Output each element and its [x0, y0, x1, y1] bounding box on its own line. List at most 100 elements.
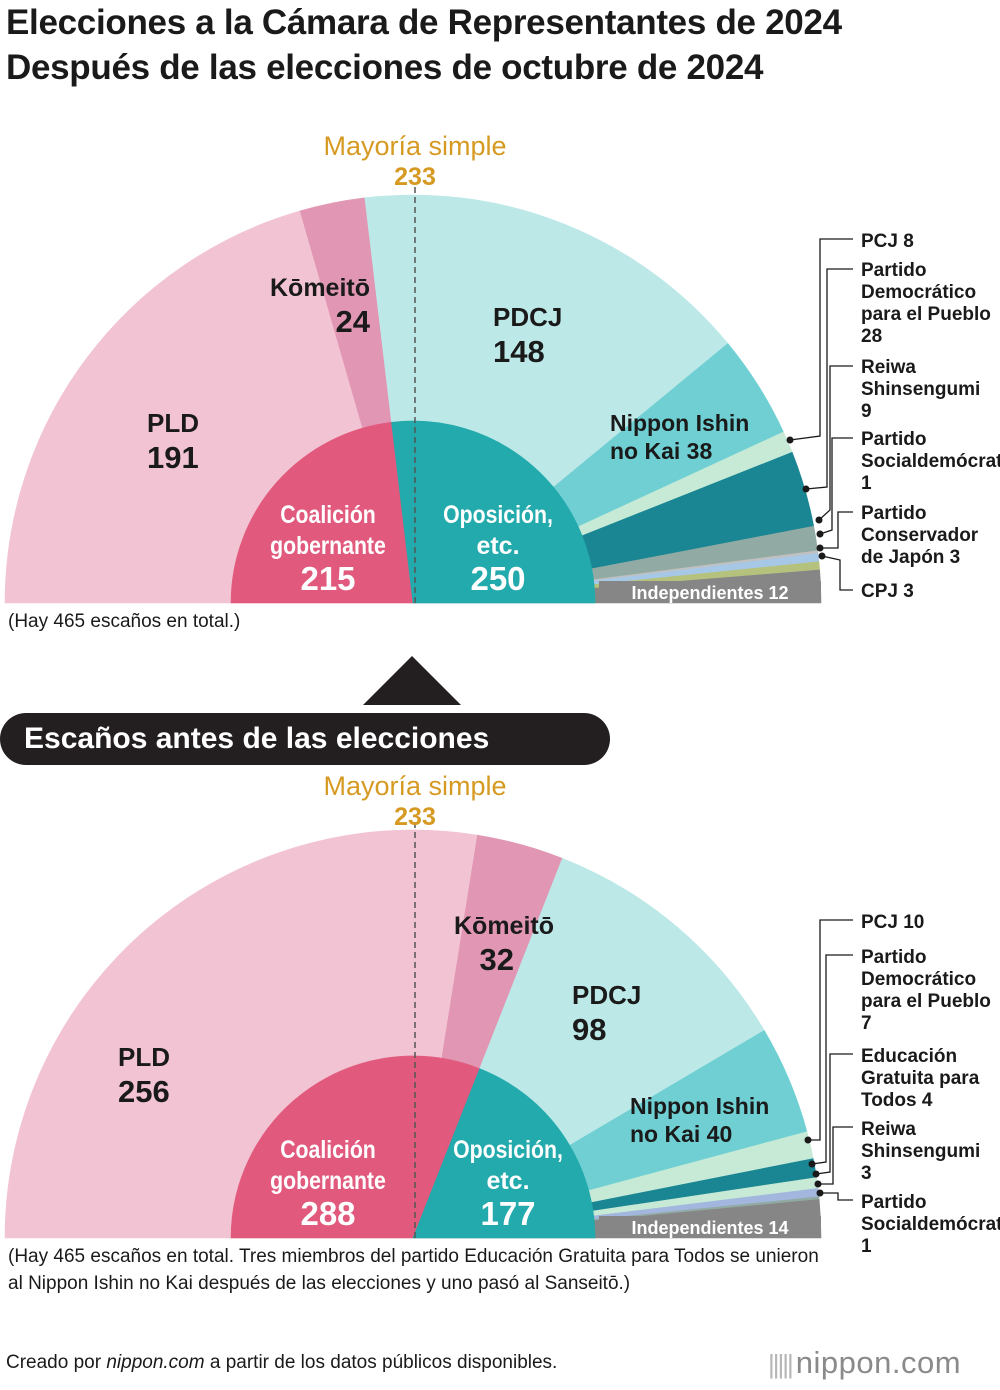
logo-text: nippon.com [795, 1345, 962, 1380]
after-callout-dot-2 [802, 485, 810, 493]
before-callout-2-line4: 7 [861, 1013, 872, 1034]
before-callout-line-1 [808, 919, 853, 1141]
after-callout-line-5 [820, 511, 853, 549]
after-label-opposition-line1: Oposición, [443, 500, 553, 528]
before-label-independents: Independientes 14 [631, 1218, 788, 1238]
after-label-komeito-name: Kōmeitō [270, 274, 370, 302]
after-callout-line-6 [821, 555, 853, 591]
before-callout-2-line2: Democrático [861, 969, 976, 990]
after-callout-4-line2: Socialdemócrata [861, 451, 1000, 472]
before-callout-2-line3: para el Pueblo [861, 991, 991, 1012]
before-label-ruling-line2: gobernante [270, 1166, 386, 1194]
before-majority-label: Mayoría simple [323, 771, 506, 801]
after-callout-dot-1 [786, 436, 794, 444]
after-note: (Hay 465 escaños en total.) [8, 611, 241, 632]
bars-icon: ||||| [768, 1349, 794, 1379]
after-independents-bar [599, 581, 821, 603]
before-callout-4-line3: 3 [861, 1163, 872, 1184]
nippon-logo: ||||| nippon.com [768, 1345, 961, 1381]
after-label-ruling-line1: Coalición [280, 500, 376, 528]
after-callout-4-line3: 1 [861, 473, 872, 494]
before-callout-5-line1: Partido [861, 1192, 926, 1213]
before-label-ruling-line1: Coalición [280, 1135, 376, 1163]
after-label-pld-name: PLD [147, 408, 199, 438]
after-callout-line-3 [818, 365, 853, 521]
before-note: (Hay 465 escaños en total. Tres miembros… [8, 1246, 819, 1294]
after-bloc-oposicion-etc [391, 420, 596, 604]
before-callout-3-line3: Todos 4 [861, 1090, 933, 1111]
chart-title-line2: Después de las elecciones de octubre de … [6, 48, 764, 87]
before-label-opposition-seats: 177 [480, 1195, 535, 1232]
section-before-banner: Escaños antes de las elecciones [0, 713, 610, 765]
after-callout-dot-4 [816, 530, 824, 538]
before-callout-3-line1: Educación [861, 1046, 957, 1067]
before-callout-dot-5 [816, 1189, 824, 1197]
chart-title-line1: Elecciones a la Cámara de Representantes… [6, 3, 842, 42]
after-callout-2-line4: 28 [861, 326, 882, 347]
before-callout-4-line2: Shinsengumi [861, 1141, 980, 1162]
before-label-komeito-seats: 32 [480, 942, 514, 977]
after-bloc-coalicion-gobernante [230, 421, 414, 604]
after-callout-2-line2: Democrático [861, 282, 976, 303]
after-callout-line-4 [819, 437, 853, 535]
credit-line: Creado por nippon.com a partir de los da… [6, 1352, 557, 1374]
before-label-pld-seats: 256 [118, 1074, 170, 1109]
before-label-komeito-name: Kōmeitō [454, 912, 554, 940]
after-majority-value: 233 [394, 163, 436, 191]
before-label-pdcj-seats: 98 [572, 1012, 606, 1047]
before-callout-dot-4 [814, 1180, 822, 1188]
after-callout-5-line3: de Japón 3 [861, 547, 960, 568]
after-label-ruling-line2: gobernante [270, 531, 386, 559]
up-arrow-icon [363, 656, 461, 705]
after-callout-3-line2: Shinsengumi [861, 379, 980, 400]
before-callout-dot-1 [804, 1136, 812, 1144]
after-label-ishin-line1: Nippon Ishin [610, 410, 749, 436]
after-label-ruling-seats: 215 [300, 560, 355, 597]
after-label-independents: Independientes 12 [631, 583, 788, 603]
before-callout-line-4 [818, 1126, 853, 1185]
before-callout-dot-2 [808, 1160, 816, 1168]
before-majority-value: 233 [394, 803, 436, 831]
before-label-ishin-line1: Nippon Ishin [630, 1093, 769, 1119]
credit-prefix: Creado por [6, 1352, 107, 1373]
after-label-pdcj-seats: 148 [493, 334, 545, 369]
before-bloc-oposicion-etc [412, 1068, 596, 1239]
before-bloc-coalicion-gobernante [230, 1055, 481, 1239]
credit-site: nippon.com [106, 1352, 205, 1373]
after-callout-3-line3: 9 [861, 401, 872, 422]
after-callout-dot-5 [816, 544, 824, 552]
after-label-opposition-seats: 250 [470, 560, 525, 597]
before-label-opposition-line1: Oposición, [453, 1135, 563, 1163]
before-independents-bar [599, 1216, 821, 1238]
after-callout-2-line1: Partido [861, 260, 926, 281]
after-label-opposition-line2: etc. [476, 532, 519, 560]
after-label-ishin-line2: no Kai 38 [610, 438, 712, 464]
after-label-komeito-seats: 24 [336, 304, 371, 339]
before-callout-dot-3 [812, 1170, 820, 1178]
after-callout-line-1 [789, 238, 853, 441]
before-label-ruling-seats: 288 [300, 1195, 355, 1232]
before-label-pld-name: PLD [118, 1042, 170, 1072]
after-callout-1-line1: PCJ 8 [861, 231, 914, 252]
before-callout-line-2 [811, 954, 853, 1165]
after-label-pdcj-name: PDCJ [493, 302, 562, 332]
after-majority-label: Mayoría simple [323, 131, 506, 161]
before-label-pdcj-name: PDCJ [572, 980, 641, 1010]
after-callout-dot-3 [815, 516, 823, 524]
before-callout-2-line1: Partido [861, 947, 926, 968]
after-callout-3-line1: Reiwa [861, 357, 916, 378]
after-callout-2-line3: para el Pueblo [861, 304, 991, 325]
after-callout-6-line1: CPJ 3 [861, 581, 914, 602]
before-label-ishin-line2: no Kai 40 [630, 1121, 732, 1147]
credit-suffix: a partir de los datos públicos disponibl… [204, 1352, 558, 1373]
before-callout-3-line2: Gratuita para [861, 1068, 980, 1089]
before-callout-5-line3: 1 [861, 1236, 872, 1257]
after-label-pld-seats: 191 [147, 440, 199, 475]
before-callout-line-5 [820, 1192, 853, 1201]
after-callout-5-line1: Partido [861, 503, 926, 524]
before-callout-1-line1: PCJ 10 [861, 912, 924, 933]
after-callout-line-2 [805, 268, 853, 490]
after-callout-dot-6 [818, 552, 826, 560]
before-callout-5-line2: Socialdemócrata [861, 1214, 1000, 1235]
